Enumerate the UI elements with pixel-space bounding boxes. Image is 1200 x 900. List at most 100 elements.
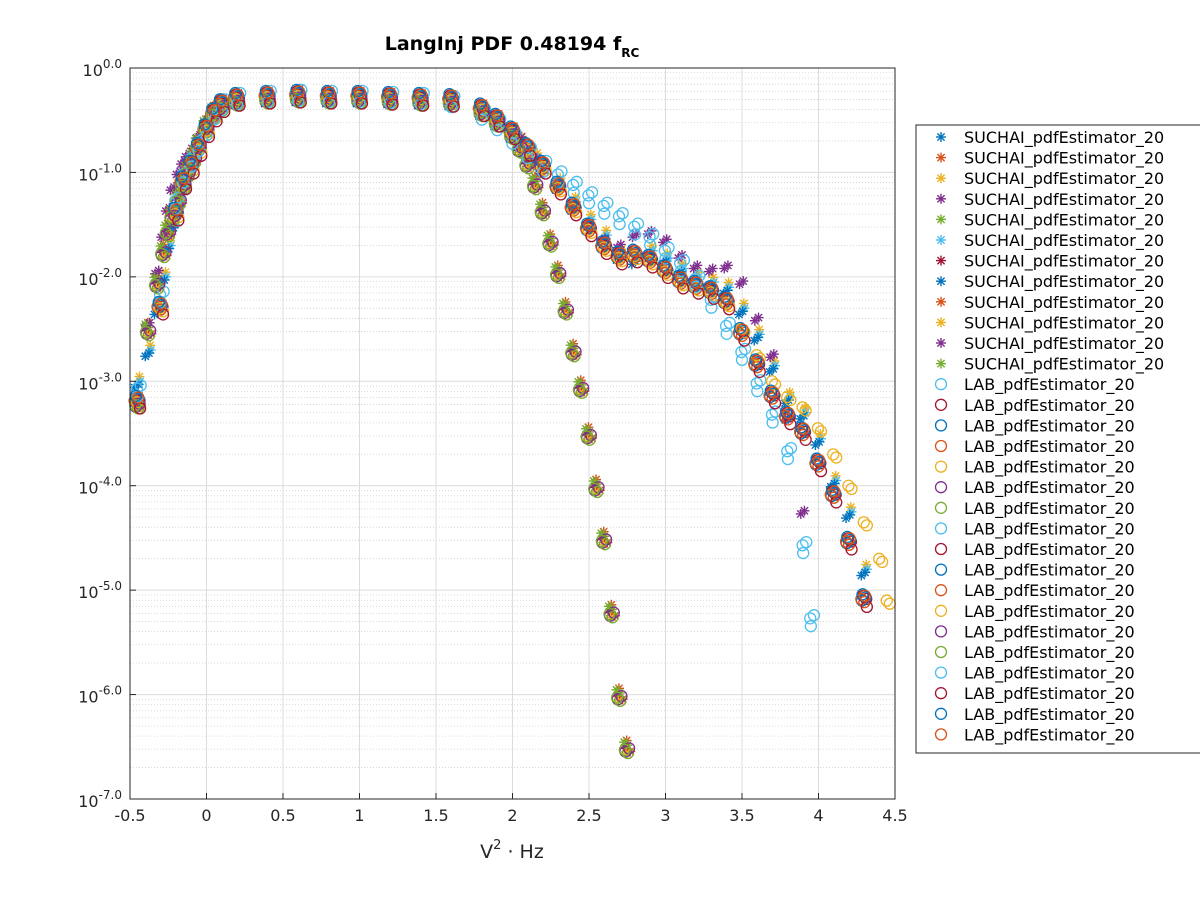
circle-marker bbox=[566, 178, 580, 192]
circle-marker bbox=[658, 244, 672, 257]
legend-entry: LAB_pdfEstimator_20 bbox=[934, 581, 1135, 601]
circle-marker bbox=[323, 86, 336, 99]
circle-marker bbox=[782, 406, 795, 420]
x-tick-label: 2 bbox=[507, 806, 517, 825]
circle-marker bbox=[751, 385, 764, 398]
asterisk-stroke bbox=[800, 506, 809, 515]
circle-marker bbox=[473, 97, 487, 110]
legend-entry: LAB_pdfEstimator_20 bbox=[934, 396, 1135, 416]
asterisk-stroke bbox=[604, 602, 613, 611]
circle-marker bbox=[690, 276, 703, 289]
legend-entry: LAB_pdfEstimator_20 bbox=[934, 519, 1135, 539]
circle-marker bbox=[796, 539, 809, 552]
circle-marker bbox=[178, 172, 191, 185]
circle-marker bbox=[598, 236, 612, 250]
circle-marker bbox=[185, 156, 198, 169]
legend-label: LAB_pdfEstimator_20 bbox=[964, 705, 1135, 725]
asterisk-stroke bbox=[723, 261, 733, 270]
legend-label: LAB_pdfEstimator_20 bbox=[964, 643, 1135, 663]
legend-label: SUCHAI_pdfEstimator_20 bbox=[964, 313, 1164, 333]
circle-marker bbox=[721, 292, 734, 305]
circle-marker bbox=[750, 377, 763, 390]
legend-entry: LAB_pdfEstimator_20 bbox=[934, 437, 1135, 457]
legend-entry: SUCHAI_pdfEstimator_20 bbox=[936, 231, 1164, 251]
y-tick-label: 10-6.0 bbox=[78, 684, 122, 707]
circle-marker bbox=[704, 286, 717, 299]
circle-marker bbox=[875, 555, 889, 569]
asterisk-stroke bbox=[581, 424, 591, 433]
circle-marker bbox=[489, 107, 502, 121]
circle-marker bbox=[614, 694, 627, 707]
circle-marker bbox=[382, 85, 395, 99]
legend-entry: SUCHAI_pdfEstimator_20 bbox=[936, 128, 1164, 148]
circle-marker bbox=[596, 235, 609, 248]
circle-marker bbox=[537, 209, 550, 222]
circle-marker bbox=[934, 542, 948, 556]
circle-marker bbox=[535, 154, 548, 168]
asterisk-stroke bbox=[739, 276, 748, 286]
circle-marker bbox=[491, 109, 504, 122]
circle-marker bbox=[320, 84, 334, 98]
legend-label: SUCHAI_pdfEstimator_20 bbox=[964, 149, 1164, 169]
circle-marker bbox=[262, 86, 275, 99]
circle-marker bbox=[781, 390, 794, 404]
circle-marker bbox=[292, 85, 306, 98]
circle-marker bbox=[597, 199, 610, 212]
legend-entry: SUCHAI_pdfEstimator_20 bbox=[936, 272, 1164, 292]
circle-marker bbox=[581, 217, 594, 230]
circle-marker bbox=[506, 121, 520, 135]
circle-marker bbox=[804, 620, 817, 633]
circle-marker bbox=[170, 203, 183, 216]
legend-label: SUCHAI_pdfEstimator_20 bbox=[964, 231, 1164, 251]
circle-marker bbox=[677, 253, 691, 267]
asterisk-stroke bbox=[156, 241, 165, 251]
circle-marker bbox=[213, 93, 227, 106]
circle-marker bbox=[445, 89, 459, 102]
circle-marker bbox=[781, 452, 795, 466]
circle-marker bbox=[570, 175, 583, 188]
circle-marker bbox=[810, 452, 823, 465]
legend-label: SUCHAI_pdfEstimator_20 bbox=[964, 355, 1164, 375]
circle-marker bbox=[522, 162, 535, 175]
asterisk-stroke bbox=[612, 685, 621, 694]
circle-marker bbox=[612, 251, 626, 265]
circle-marker bbox=[582, 189, 595, 202]
circle-marker bbox=[734, 321, 747, 335]
circle-marker bbox=[152, 295, 165, 309]
asterisk-stroke bbox=[769, 350, 778, 359]
circle-marker bbox=[199, 124, 213, 137]
circle-marker bbox=[291, 90, 304, 103]
legend-entry: LAB_pdfEstimator_20 bbox=[934, 705, 1135, 725]
data-points bbox=[128, 83, 896, 760]
circle-marker bbox=[628, 220, 641, 233]
legend-entry: LAB_pdfEstimator_20 bbox=[934, 684, 1135, 704]
circle-marker bbox=[413, 93, 427, 106]
asterisk-stroke bbox=[145, 318, 154, 327]
circle-marker bbox=[491, 123, 504, 137]
circle-marker bbox=[551, 181, 564, 195]
asterisk-stroke bbox=[589, 476, 598, 486]
y-tick-label: 10-3.0 bbox=[78, 370, 122, 393]
circle-marker bbox=[628, 249, 641, 263]
asterisk-stroke bbox=[936, 277, 946, 286]
circle-marker bbox=[353, 86, 367, 99]
x-tick-label: -0.5 bbox=[114, 806, 145, 825]
legend-label: SUCHAI_pdfEstimator_20 bbox=[964, 190, 1164, 210]
circle-marker bbox=[766, 416, 779, 429]
legend-label: SUCHAI_pdfEstimator_20 bbox=[964, 334, 1164, 354]
circle-marker bbox=[603, 608, 616, 621]
circle-marker bbox=[475, 103, 488, 116]
legend-label: LAB_pdfEstimator_20 bbox=[964, 664, 1135, 684]
circle-marker bbox=[934, 687, 948, 700]
asterisk-stroke bbox=[693, 261, 702, 270]
legend-label: LAB_pdfEstimator_20 bbox=[964, 622, 1135, 642]
circle-marker bbox=[799, 404, 812, 417]
circle-marker bbox=[934, 563, 948, 576]
circle-marker bbox=[529, 182, 543, 196]
circle-marker bbox=[566, 202, 580, 216]
circle-marker bbox=[134, 379, 147, 392]
circle-marker bbox=[153, 302, 167, 315]
circle-marker bbox=[552, 271, 566, 285]
circle-marker bbox=[583, 219, 596, 232]
legend-entry: LAB_pdfEstimator_20 bbox=[934, 622, 1135, 642]
